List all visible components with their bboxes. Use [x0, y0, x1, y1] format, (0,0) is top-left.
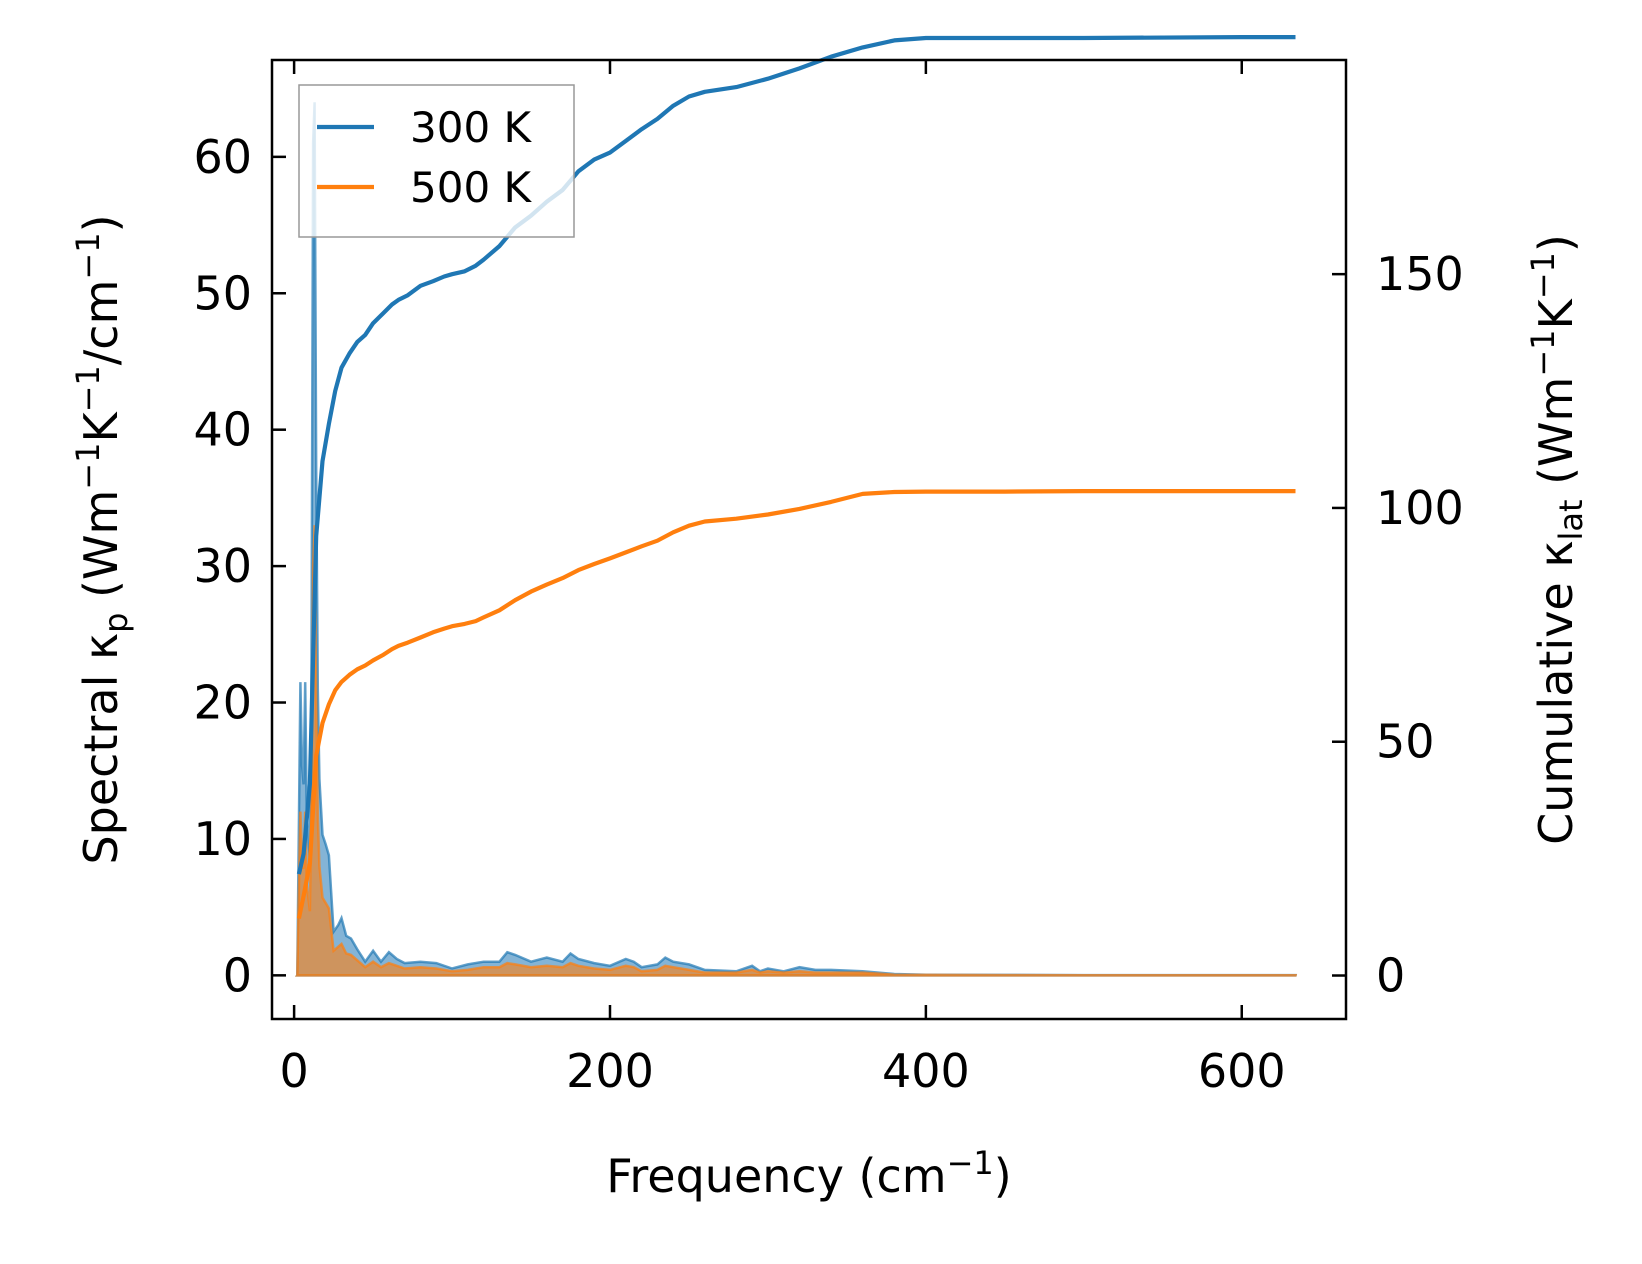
y-left-tick-label: 40 [193, 403, 252, 457]
y-right-label-mid: (Wm [1529, 377, 1583, 500]
x-tick-label: 600 [1198, 1044, 1286, 1098]
y-left-tick-label: 60 [193, 130, 252, 184]
y-right-tick-label: 100 [1376, 481, 1464, 535]
y-right-label-k: K [1529, 297, 1583, 329]
y-left-label-unit: /cm [74, 280, 128, 366]
x-tick-label: 0 [279, 1044, 308, 1098]
x-tick-label: 400 [882, 1044, 970, 1098]
x-tick-label: 200 [566, 1044, 654, 1098]
y-left-tick-label: 10 [193, 812, 252, 866]
y-right-label-sup2: −1 [1524, 252, 1562, 299]
legend-label: 500 K [410, 163, 533, 212]
legend-box [298, 84, 575, 238]
y-left-label-sup3: −1 [69, 232, 107, 279]
y-left-label-close: ) [74, 214, 128, 232]
y-left-tick-label: 50 [193, 266, 252, 320]
y-right-label-sup1: −1 [1524, 329, 1562, 376]
y-left-tick-label: 20 [193, 676, 252, 730]
y-left-tick-label: 30 [193, 539, 252, 593]
axes-layer: 0 200 400 6000102030405060050100150Frequenc… [69, 58, 1590, 1203]
x-axis-label-main: Frequency (cm [606, 1149, 946, 1203]
y-right-tick-label: 50 [1376, 715, 1435, 769]
y-left-label-k: K [74, 411, 128, 443]
legend: 300 K 500 K [298, 84, 575, 238]
x-axis-label: Frequency (cm−1) [606, 1144, 1011, 1203]
y-left-axis-label: Spectral κp (Wm−1K−1/cm−1) [69, 214, 135, 864]
y-left-label-sup1: −1 [69, 443, 107, 490]
spectral-area-500k [295, 525, 1298, 977]
y-right-label-prefix: Cumulative κ [1529, 541, 1583, 845]
y-left-label-prefix: Spectral κ [74, 633, 128, 865]
y-right-label-close: ) [1529, 234, 1583, 252]
y-left-tick-label: 0 [223, 948, 252, 1002]
y-right-label-sub: lat [1552, 500, 1590, 541]
y-right-tick-label: 150 [1376, 247, 1464, 301]
y-left-label-sup2: −1 [69, 365, 107, 412]
y-left-label-sub: p [97, 613, 135, 633]
cumulative-line-500k [296, 489, 1296, 919]
legend-label: 300 K [410, 103, 533, 152]
x-axis-label-close: ) [994, 1149, 1012, 1203]
y-right-axis-label: Cumulative κlat (Wm−1K−1) [1524, 234, 1590, 845]
plot-frame [270, 58, 1348, 1021]
y-left-label-mid: (Wm [74, 490, 128, 613]
x-axis-label-sup: −1 [947, 1144, 994, 1182]
y-right-tick-label: 0 [1376, 949, 1405, 1003]
